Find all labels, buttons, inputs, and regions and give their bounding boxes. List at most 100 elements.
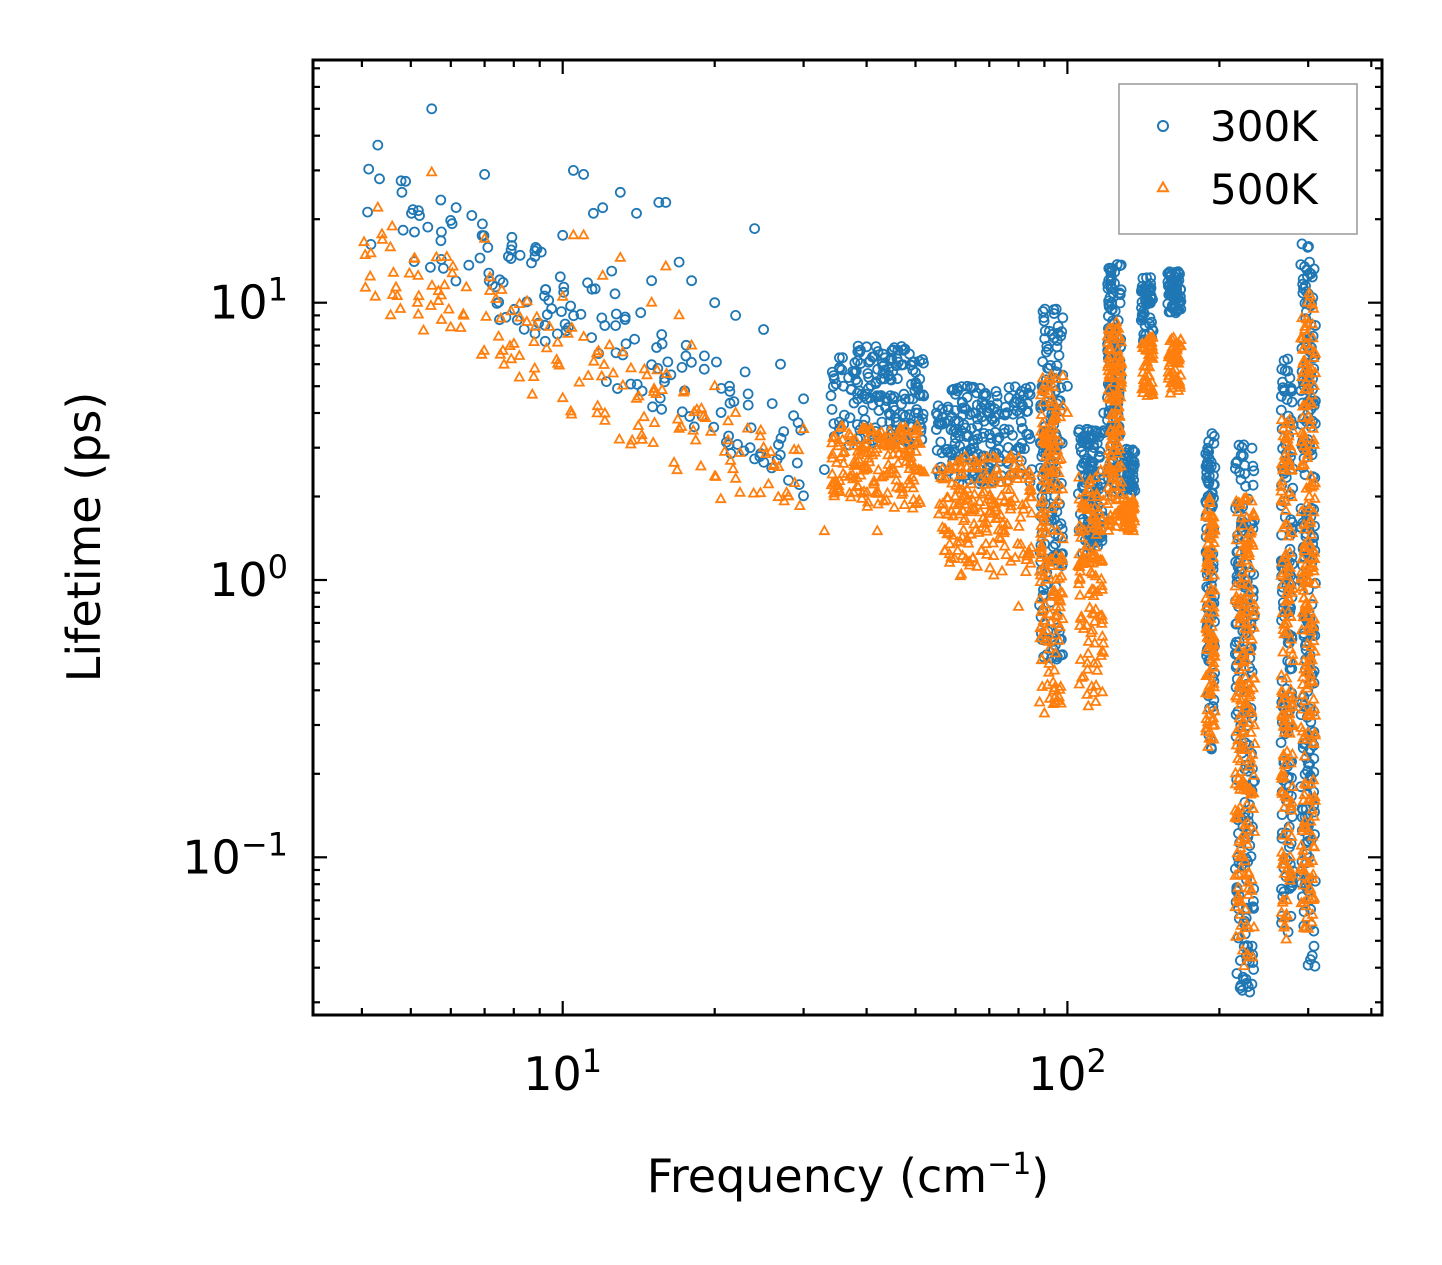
data-point-500k [394, 302, 407, 313]
data-point-500k [1036, 493, 1050, 505]
data-point-500k [851, 479, 864, 490]
data-point-500k [1232, 894, 1245, 906]
data-point-500k [1247, 506, 1260, 518]
data-point-500k [1230, 533, 1243, 545]
data-point-500k [1077, 669, 1090, 681]
data-point-500k [438, 278, 451, 290]
legend-marker-300k [1157, 120, 1169, 132]
data-point-300k [887, 344, 899, 356]
data-point-500k [616, 378, 629, 390]
data-point-500k [1298, 749, 1311, 761]
data-point-500k [697, 409, 710, 421]
x-tick-label: 102 [1028, 1042, 1107, 1101]
data-point-300k [530, 241, 542, 253]
data-point-500k [1089, 471, 1102, 482]
data-point-500k [990, 451, 1003, 463]
data-point-500k [1042, 445, 1055, 457]
data-point-500k [1002, 469, 1015, 481]
data-point-500k [900, 455, 913, 466]
data-point-500k [616, 345, 629, 357]
data-point-500k [733, 446, 747, 457]
data-point-500k [1307, 634, 1320, 646]
data-point-500k [505, 352, 518, 364]
data-point-300k [483, 267, 495, 279]
data-point-500k [941, 507, 954, 519]
data-point-500k [729, 406, 742, 417]
data-point-500k [1244, 726, 1258, 737]
data-point-500k [1236, 943, 1249, 955]
data-point-500k [930, 462, 943, 474]
data-point-500k [1074, 564, 1087, 576]
data-point-500k [527, 370, 540, 381]
data-point-500k [1203, 638, 1216, 649]
data-point-500k [1242, 690, 1256, 702]
data-point-500k [1200, 669, 1213, 680]
data-point-500k [722, 414, 735, 426]
data-point-300k [839, 409, 850, 421]
data-point-500k [387, 265, 400, 277]
data-point-500k [1036, 416, 1049, 428]
data-point-500k [359, 280, 372, 292]
data-point-300k [1039, 333, 1051, 345]
data-point-500k [1174, 339, 1187, 351]
data-point-300k [742, 399, 754, 411]
data-point-500k [1000, 548, 1013, 560]
data-point-500k [956, 504, 969, 516]
data-point-500k [1146, 375, 1159, 387]
data-point-500k [1297, 863, 1310, 875]
data-point-500k [1277, 748, 1290, 759]
data-point-500k [1275, 845, 1288, 857]
data-point-500k [1052, 466, 1065, 478]
data-point-500k [1297, 793, 1310, 805]
data-point-500k [1205, 619, 1219, 631]
data-point-300k [559, 318, 571, 330]
data-point-500k [1284, 576, 1298, 588]
data-point-500k [376, 233, 389, 244]
data-point-300k [1144, 312, 1156, 324]
data-point-500k [425, 165, 438, 177]
data-point-300k [1285, 384, 1296, 396]
data-point-300k [556, 306, 567, 318]
data-point-500k [1277, 521, 1290, 533]
data-point-500k [1309, 794, 1322, 805]
data-point-500k [881, 439, 894, 451]
data-point-500k [1025, 506, 1038, 518]
data-point-500k [1054, 680, 1067, 691]
data-point-500k [521, 294, 534, 306]
data-point-300k [984, 428, 995, 440]
data-point-500k [1295, 505, 1308, 517]
data-point-300k [1247, 479, 1259, 491]
data-point-500k [1286, 526, 1299, 538]
data-point-500k [1096, 512, 1109, 524]
data-point-500k [1241, 622, 1254, 634]
data-point-500k [1043, 386, 1056, 398]
data-point-500k [837, 467, 850, 478]
data-point-500k [818, 524, 831, 536]
data-point-300k [1208, 470, 1219, 481]
data-point-300k [372, 139, 384, 151]
data-point-500k [1035, 652, 1048, 664]
data-point-500k [359, 248, 372, 259]
data-point-500k [709, 470, 722, 481]
data-point-500k [1244, 524, 1257, 536]
data-point-300k [407, 204, 419, 216]
data-point-300k [986, 414, 998, 426]
data-point-300k [540, 284, 552, 295]
data-point-500k [1229, 900, 1242, 912]
data-point-500k [1045, 481, 1058, 493]
data-point-500k [613, 432, 626, 444]
data-point-500k [859, 421, 872, 433]
data-point-500k [1295, 426, 1308, 438]
data-point-300k [1208, 437, 1220, 449]
data-point-500k [1168, 369, 1181, 380]
data-point-300k [872, 363, 883, 375]
data-point-300k [1009, 381, 1021, 393]
data-point-500k [440, 250, 453, 261]
data-point-300k [565, 300, 576, 312]
data-point-500k [1306, 854, 1319, 865]
data-point-300k [942, 404, 954, 416]
data-point-500k [1103, 514, 1116, 526]
data-point-500k [759, 447, 772, 458]
data-point-500k [778, 494, 791, 506]
data-point-500k [846, 472, 860, 484]
